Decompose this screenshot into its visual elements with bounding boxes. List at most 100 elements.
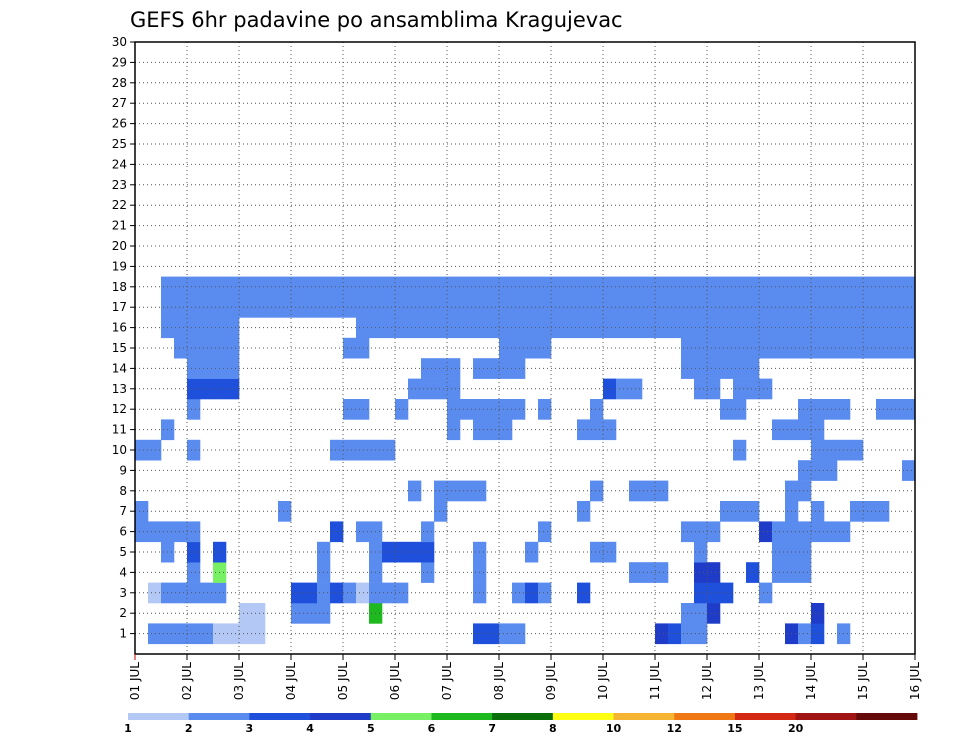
heatmap-cell xyxy=(824,276,838,298)
heatmap-cell xyxy=(434,297,448,318)
colorbar-label: 15 xyxy=(727,722,742,735)
y-tick-label: 29 xyxy=(112,55,127,69)
heatmap-cell xyxy=(590,276,604,298)
heatmap-cell xyxy=(499,337,513,359)
heatmap-cell xyxy=(356,521,370,543)
x-tick-label: 03 JUL xyxy=(232,662,246,700)
heatmap-cell xyxy=(811,337,825,359)
heatmap-cell xyxy=(811,521,825,543)
heatmap-cell xyxy=(200,582,214,604)
heatmap-cell xyxy=(876,276,890,298)
x-tick-label: 09 JUL xyxy=(544,662,558,700)
colorbar-swatch xyxy=(310,713,372,720)
heatmap-cell xyxy=(538,582,552,604)
heatmap-cell xyxy=(798,541,812,563)
heatmap-cell xyxy=(395,276,409,298)
heatmap-cell xyxy=(499,399,513,420)
heatmap-cell xyxy=(798,276,812,298)
heatmap-cell xyxy=(486,623,500,645)
colorbar-swatch xyxy=(734,713,797,720)
heatmap-cell xyxy=(382,541,396,563)
y-tick-label: 12 xyxy=(112,402,127,416)
heatmap-cell xyxy=(707,603,721,624)
heatmap-cell xyxy=(694,317,708,339)
heatmap-cell xyxy=(759,337,773,359)
heatmap-cell xyxy=(590,297,604,318)
heatmap-cell xyxy=(512,623,526,645)
heatmap-cell xyxy=(551,317,565,339)
heatmap-cell xyxy=(707,582,721,604)
heatmap-cell xyxy=(226,358,240,379)
heatmap-cell xyxy=(538,276,552,298)
y-tick-label: 24 xyxy=(112,157,127,171)
heatmap-cell xyxy=(668,623,682,645)
heatmap-cell xyxy=(226,317,240,339)
y-tick-label: 26 xyxy=(112,117,127,131)
heatmap-cell xyxy=(148,623,162,645)
heatmap-cell xyxy=(590,419,604,441)
heatmap-cell xyxy=(200,276,214,298)
heatmap-cell xyxy=(863,276,877,298)
heatmap-cell xyxy=(811,297,825,318)
colorbar-label: 2 xyxy=(185,722,193,735)
chart-title: GEFS 6hr padavine po ansamblima Kragujev… xyxy=(130,8,623,32)
heatmap-cell xyxy=(707,317,721,339)
heatmap-cell xyxy=(902,317,916,339)
heatmap-cell xyxy=(642,480,656,502)
heatmap-cell xyxy=(798,460,812,481)
heatmap-cell xyxy=(382,276,396,298)
heatmap-cell xyxy=(382,297,396,318)
heatmap-cell xyxy=(252,603,266,624)
heatmap-cell xyxy=(148,439,162,461)
heatmap-cell xyxy=(538,399,552,420)
heatmap-cell xyxy=(863,501,877,522)
x-tick-label: 02 JUL xyxy=(180,662,194,700)
heatmap-cell xyxy=(447,358,461,379)
heatmap-cell xyxy=(395,297,409,318)
heatmap-cell xyxy=(174,337,188,359)
heatmap-cell xyxy=(655,276,669,298)
heatmap-cell xyxy=(824,317,838,339)
heatmap-cell xyxy=(434,317,448,339)
heatmap-cell xyxy=(772,521,786,543)
heatmap-cell xyxy=(798,623,812,645)
y-tick-label: 7 xyxy=(119,504,127,518)
heatmap-cell xyxy=(590,317,604,339)
heatmap-cell xyxy=(460,276,474,298)
heatmap-cell xyxy=(694,358,708,379)
heatmap-cell xyxy=(343,297,357,318)
heatmap-cell xyxy=(603,297,617,318)
heatmap-cell xyxy=(798,317,812,339)
heatmap-cell xyxy=(616,378,630,400)
colorbar-swatch xyxy=(795,713,857,720)
heatmap-cell xyxy=(798,297,812,318)
heatmap-cell xyxy=(642,276,656,298)
heatmap-cell xyxy=(291,582,305,604)
heatmap-cell xyxy=(772,276,786,298)
heatmap-cell xyxy=(187,521,201,543)
heatmap-cell xyxy=(746,358,760,379)
heatmap-cell xyxy=(148,521,162,543)
heatmap-cell xyxy=(798,399,812,420)
colorbar-swatch xyxy=(370,713,432,720)
heatmap-cell xyxy=(408,317,422,339)
colorbar-swatch xyxy=(613,713,675,720)
heatmap-cell xyxy=(408,541,422,563)
heatmap-cell xyxy=(278,276,292,298)
heatmap-cell xyxy=(434,378,448,400)
y-tick-label: 5 xyxy=(119,545,127,559)
heatmap-cell xyxy=(603,276,617,298)
heatmap-cell xyxy=(512,582,526,604)
colorbar-swatch xyxy=(249,713,311,720)
heatmap-cell xyxy=(746,276,760,298)
y-axis-ticks: 1234567891011121314151617181920212223242… xyxy=(112,35,135,641)
heatmap-cell xyxy=(707,562,721,583)
heatmap-cell xyxy=(174,276,188,298)
heatmap-cell xyxy=(382,317,396,339)
heatmap-cell xyxy=(876,297,890,318)
heatmap-cell xyxy=(460,399,474,420)
heatmap-cell xyxy=(668,317,682,339)
heatmap-cell xyxy=(720,399,734,420)
heatmap-cell xyxy=(538,317,552,339)
heatmap-cell xyxy=(330,439,344,461)
